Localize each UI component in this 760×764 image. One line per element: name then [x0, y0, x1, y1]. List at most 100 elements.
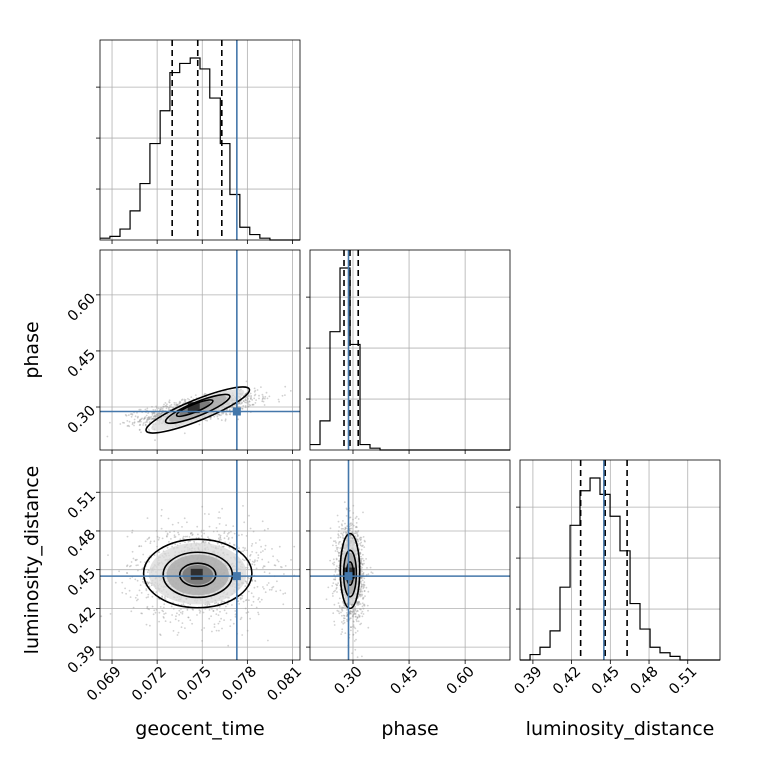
- scatter-point: [109, 613, 112, 615]
- scatter-point: [353, 640, 356, 642]
- x-axis-label-phase: phase: [381, 718, 438, 740]
- scatter-point: [134, 559, 137, 561]
- contour-middle: [342, 549, 358, 598]
- scatter-point: [337, 582, 339, 585]
- scatter-point: [342, 614, 345, 617]
- scatter-point: [184, 400, 187, 403]
- scatter-point: [361, 593, 364, 596]
- scatter-point: [245, 581, 248, 583]
- scatter-point: [250, 604, 253, 606]
- scatter-point: [338, 552, 340, 554]
- scatter-point: [166, 403, 168, 406]
- scatter-point: [337, 610, 340, 613]
- scatter-point: [341, 601, 344, 603]
- scatter-point: [361, 564, 364, 566]
- scatter-point: [361, 566, 363, 569]
- scatter-point: [158, 413, 160, 415]
- scatter-point: [263, 587, 265, 590]
- scatter-point: [363, 590, 366, 593]
- scatter-point: [153, 415, 156, 418]
- scatter-point: [263, 529, 266, 532]
- scatter-point: [340, 527, 343, 530]
- scatter-point: [175, 404, 177, 406]
- scatter-point: [265, 391, 268, 394]
- scatter-point: [126, 425, 129, 427]
- scatter-point: [225, 605, 227, 608]
- scatter-point: [266, 584, 269, 586]
- scatter-point: [234, 610, 237, 612]
- scatter-point: [360, 576, 362, 579]
- scatter-point: [363, 581, 366, 583]
- scatter-point: [244, 406, 247, 409]
- scatter-point: [191, 534, 194, 536]
- scatter-point: [242, 600, 245, 603]
- scatter-point: [225, 413, 227, 416]
- scatter-point: [161, 409, 164, 411]
- panel-frame: [99, 249, 301, 451]
- scatter-point: [362, 597, 364, 600]
- scatter-point: [201, 505, 204, 508]
- scatter-point: [155, 530, 158, 532]
- scatter-point: [135, 559, 137, 562]
- scatter-point: [165, 535, 168, 537]
- scatter-point: [153, 609, 156, 612]
- scatter-point: [344, 531, 347, 533]
- scatter-point: [343, 615, 346, 617]
- x-axis-label-geocent_time: geocent_time: [135, 718, 264, 740]
- scatter-point: [203, 513, 206, 515]
- scatter-point: [342, 606, 344, 609]
- scatter-point: [160, 514, 163, 517]
- scatter-point: [361, 579, 364, 582]
- scatter-point: [166, 546, 169, 549]
- scatter-point: [350, 524, 352, 527]
- scatter-point: [254, 389, 257, 392]
- scatter-point: [131, 529, 134, 532]
- scatter-point: [354, 613, 357, 615]
- scatter-point: [218, 539, 221, 541]
- scatter-point: [359, 544, 362, 547]
- scatter-point: [212, 609, 215, 612]
- scatter-point: [253, 390, 256, 393]
- scatter-point: [348, 612, 351, 615]
- scatter-point: [147, 582, 150, 585]
- scatter-point: [208, 609, 211, 611]
- scatter-point: [361, 570, 363, 573]
- scatter-point: [360, 555, 362, 558]
- scatter-point: [284, 565, 287, 567]
- scatter-point: [158, 551, 161, 553]
- y-tick-label: 0.48: [65, 527, 99, 561]
- scatter-point: [212, 530, 215, 533]
- scatter-point: [341, 607, 343, 610]
- scatter-point: [264, 395, 267, 398]
- scatter-point: [151, 405, 153, 408]
- scatter-point: [360, 586, 363, 588]
- scatter-point: [191, 622, 194, 625]
- scatter-point: [260, 386, 262, 388]
- scatter-point: [148, 560, 150, 563]
- histogram-panel-phase: [306, 249, 511, 454]
- scatter-point: [198, 423, 201, 426]
- scatter-point: [157, 551, 160, 553]
- scatter-point: [338, 560, 340, 562]
- scatter-point: [246, 582, 248, 585]
- scatter-point: [134, 578, 137, 581]
- scatter-point: [352, 615, 355, 618]
- scatter-point: [158, 412, 161, 414]
- scatter-point: [332, 595, 334, 597]
- scatter-point: [157, 407, 160, 410]
- scatter-point: [225, 612, 228, 615]
- scatter-point: [249, 555, 251, 557]
- scatter-point: [342, 537, 344, 539]
- scatter-point: [365, 573, 368, 576]
- x-tick-label: 0.30: [332, 664, 366, 698]
- scatter-point: [329, 559, 331, 562]
- scatter-point: [266, 397, 269, 400]
- scatter-point: [144, 416, 147, 418]
- scatter-point: [218, 629, 220, 632]
- scatter-point: [267, 582, 270, 584]
- scatter-point: [202, 540, 205, 543]
- scatter-point: [361, 655, 363, 658]
- scatter-point: [334, 570, 337, 573]
- scatter-point: [145, 414, 148, 417]
